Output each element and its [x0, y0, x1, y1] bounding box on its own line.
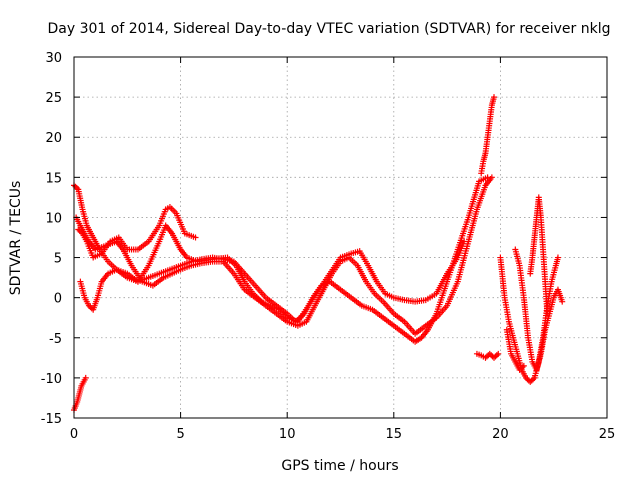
- y-tick-label: 30: [45, 51, 62, 66]
- data-point: [488, 174, 495, 181]
- data-point: [192, 234, 199, 241]
- x-tick-label: 0: [70, 427, 78, 442]
- plot-frame: [73, 56, 608, 419]
- y-tick-label: 15: [45, 171, 62, 186]
- y-tick-label: 20: [45, 131, 62, 146]
- data-point: [491, 94, 498, 101]
- x-tick-label: 5: [176, 427, 184, 442]
- data-point: [495, 350, 502, 357]
- series-sat-k: [503, 326, 527, 373]
- series-sat-c: [77, 222, 468, 325]
- data-point: [559, 298, 566, 305]
- y-tick-label: 0: [54, 292, 62, 307]
- y-axis-label: SDTVAR / TECUs: [8, 181, 24, 296]
- x-tick-label: 25: [599, 427, 616, 442]
- y-tick-label: -5: [49, 332, 62, 347]
- x-tick-label: 20: [492, 427, 509, 442]
- y-axis: -15 -10 -5 0 5 10 15 20 25 30: [41, 51, 607, 427]
- x-axis: 0 5 10 15 20 25: [70, 57, 615, 442]
- series-sat-f: [478, 94, 498, 177]
- x-tick-label: 10: [279, 427, 296, 442]
- x-tick-label: 15: [386, 427, 403, 442]
- series-sat-i: [512, 246, 566, 373]
- y-tick-label: 10: [45, 211, 62, 226]
- data-point: [554, 254, 561, 261]
- data-point: [544, 310, 551, 317]
- data-point: [82, 374, 89, 381]
- x-axis-label: GPS time / hours: [281, 458, 398, 474]
- chart-title: Day 301 of 2014, Sidereal Day-to-day VTE…: [48, 21, 611, 37]
- y-tick-label: 25: [45, 91, 62, 106]
- data-marks: [71, 94, 566, 413]
- series-sat-b: [73, 174, 495, 337]
- data-point: [461, 238, 468, 245]
- y-tick-label: 5: [54, 252, 62, 267]
- y-tick-label: -15: [41, 412, 62, 427]
- y-tick-label: -10: [41, 372, 62, 387]
- series-sat-g: [473, 350, 502, 361]
- data-point: [520, 362, 527, 369]
- series-sat-d: [75, 204, 199, 261]
- series-sat-j: [527, 194, 551, 317]
